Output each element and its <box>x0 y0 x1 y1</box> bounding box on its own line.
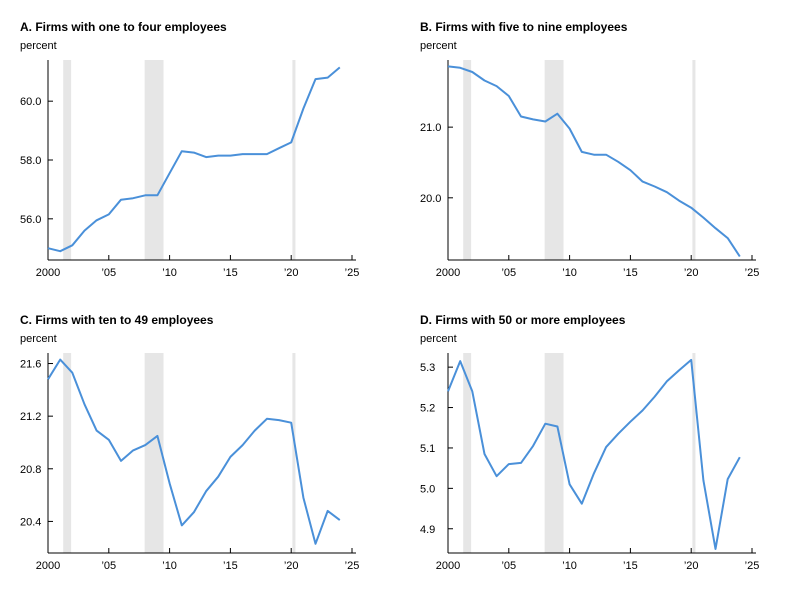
panel-d: D. Firms with 50 or more employees perce… <box>420 313 780 579</box>
x-tick-label: ’10 <box>562 560 577 572</box>
x-tick-label: ’15 <box>223 267 238 279</box>
recession-band <box>544 353 564 553</box>
panel-title: D. Firms with 50 or more employees <box>420 313 626 327</box>
y-tick-label: 5.2 <box>420 403 435 415</box>
recession-band <box>692 60 696 260</box>
chart-a: 56.0 58.0 60.0 2000 ’05 ’10 ’15 ’20 ’25 <box>20 60 360 279</box>
series-line <box>47 66 341 253</box>
series-line <box>447 65 741 258</box>
y-unit-label: percent <box>20 40 57 52</box>
y-tick-label: 20.0 <box>420 193 441 205</box>
y-unit-label: percent <box>420 333 457 345</box>
x-tick-label: ’15 <box>223 560 238 572</box>
y-tick-label: 5.3 <box>420 362 435 374</box>
series-line <box>447 358 741 550</box>
recession-band <box>144 60 164 260</box>
x-tick-label: ’15 <box>623 560 638 572</box>
y-tick-label: 5.0 <box>420 483 435 495</box>
x-tick-label: 2000 <box>436 560 460 572</box>
series-line <box>47 358 341 545</box>
panel-c: C. Firms with ten to 49 employees percen… <box>20 313 380 579</box>
panel-title: A. Firms with one to four employees <box>20 20 227 34</box>
x-tick-label: ’25 <box>345 560 360 572</box>
recession-band <box>463 60 472 260</box>
y-tick-label: 20.4 <box>20 516 41 528</box>
x-tick-label: ’20 <box>284 267 299 279</box>
y-tick-label: 21.6 <box>20 359 41 371</box>
chart-b: 20.0 21.0 2000 ’05 ’10 ’15 ’20 ’25 <box>420 60 760 279</box>
x-tick-label: ’05 <box>501 267 516 279</box>
x-tick-label: ’05 <box>501 560 516 572</box>
chart-d: 4.9 5.0 5.1 5.2 5.3 2000 ’05 ’10 ’15 ’20 ’25 <box>420 353 760 572</box>
x-tick-label: ’05 <box>101 560 116 572</box>
recession-band <box>63 353 72 553</box>
x-tick-label: 2000 <box>36 267 60 279</box>
y-tick-label: 21.2 <box>20 411 41 423</box>
x-tick-label: ’10 <box>562 267 577 279</box>
y-tick-label: 60.0 <box>20 96 41 108</box>
y-tick-label: 56.0 <box>20 214 41 226</box>
panel-title: C. Firms with ten to 49 employees <box>20 313 214 327</box>
y-tick-label: 58.0 <box>20 155 41 167</box>
panel-a: A. Firms with one to four employees perc… <box>20 20 380 286</box>
x-tick-label: ’20 <box>284 560 299 572</box>
recession-band <box>692 353 696 553</box>
x-tick-label: ’05 <box>101 267 116 279</box>
y-tick-label: 20.8 <box>20 464 41 476</box>
x-tick-label: ’25 <box>345 267 360 279</box>
x-tick-label: ’25 <box>745 560 760 572</box>
y-unit-label: percent <box>20 333 57 345</box>
recession-band <box>463 353 472 553</box>
x-tick-label: ’25 <box>745 267 760 279</box>
y-tick-label: 5.1 <box>420 443 435 455</box>
panel-b: B. Firms with five to nine employees per… <box>420 20 780 286</box>
x-tick-label: ’20 <box>684 267 699 279</box>
panel-title: B. Firms with five to nine employees <box>420 20 628 34</box>
y-tick-label: 4.9 <box>420 524 435 536</box>
y-tick-label: 21.0 <box>420 122 441 134</box>
y-unit-label: percent <box>420 40 457 52</box>
x-tick-label: 2000 <box>436 267 460 279</box>
chart-c: 20.4 20.8 21.2 21.6 2000 ’05 ’10 ’15 ’20 ’25 <box>20 353 360 572</box>
x-tick-label: ’15 <box>623 267 638 279</box>
x-tick-label: ’20 <box>684 560 699 572</box>
recession-band <box>292 353 296 553</box>
recession-band <box>144 353 164 553</box>
recession-band <box>63 60 72 260</box>
recession-band <box>292 60 296 260</box>
x-tick-label: ’10 <box>162 267 177 279</box>
recession-band <box>544 60 564 260</box>
x-tick-label: 2000 <box>36 560 60 572</box>
x-tick-label: ’10 <box>162 560 177 572</box>
